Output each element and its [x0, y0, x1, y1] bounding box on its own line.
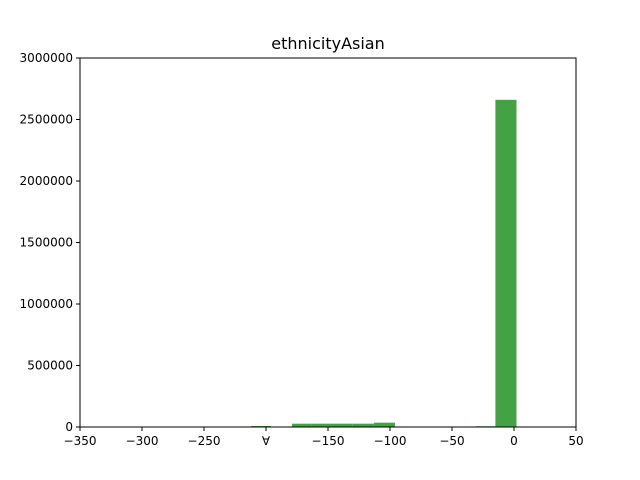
y-tick-label: 1000000 — [20, 297, 73, 311]
x-tick-label: −50 — [439, 434, 464, 448]
y-tick-label: 500000 — [27, 359, 73, 373]
histogram-bar — [332, 423, 353, 427]
bars-group — [251, 99, 517, 427]
chart-title: ethnicityAsian — [271, 34, 385, 53]
histogram-bar — [373, 422, 395, 427]
x-axis-ticks: −350 −300 −250 ∀ −150 −100 −50 0 50 — [64, 427, 584, 448]
x-tick-label: −150 — [312, 434, 345, 448]
histogram-bar — [495, 99, 517, 427]
y-tick-label: 1500000 — [20, 236, 73, 250]
plot-area-frame — [79, 57, 577, 428]
x-tick-label: 0 — [510, 434, 518, 448]
histogram-bar — [292, 423, 312, 427]
y-axis-ticks: 0 500000 1000000 1500000 2000000 2500000 30000… — [20, 51, 80, 434]
x-tick-label: −300 — [126, 434, 159, 448]
y-tick-label: 2000000 — [20, 174, 73, 188]
y-tick-label: 3000000 — [20, 51, 73, 65]
x-tick-label: −350 — [64, 434, 97, 448]
x-tick-label: −100 — [374, 434, 407, 448]
y-tick-label: 2500000 — [20, 113, 73, 127]
y-tick-label: 0 — [65, 420, 73, 434]
x-tick-label: −250 — [188, 434, 221, 448]
histogram-bar — [311, 423, 333, 427]
histogram-bar — [352, 423, 374, 427]
x-tick-label: 50 — [568, 434, 583, 448]
x-tick-label: ∀ — [262, 434, 271, 448]
